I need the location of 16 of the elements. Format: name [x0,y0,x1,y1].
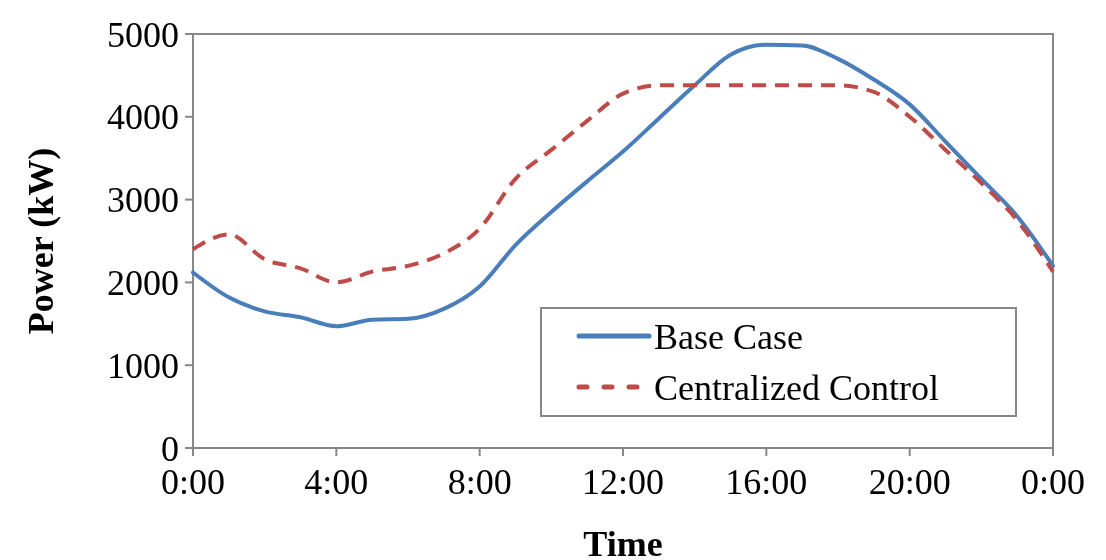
x-tick-label: 8:00 [447,462,512,502]
line-series [191,83,1055,285]
y-tick-label: 1000 [107,345,179,386]
x-tick-label: 4:00 [304,462,369,502]
y-tick-label: 4000 [107,97,179,138]
x-tick-label: 20:00 [868,462,951,502]
x-tick-label: 12:00 [581,462,665,502]
legend-label: Centralized Control [654,367,939,408]
legend-label: Base Case [654,316,803,357]
x-axis-title: Time [583,524,663,560]
y-tick-label: 3000 [107,180,179,221]
y-tick-label: 5000 [107,14,179,55]
x-tick-label: 0:00 [1020,462,1086,502]
y-tick-label: 2000 [107,263,179,303]
y-axis-title: Power (kW) [21,147,61,335]
x-tick-label: 16:00 [725,462,808,502]
